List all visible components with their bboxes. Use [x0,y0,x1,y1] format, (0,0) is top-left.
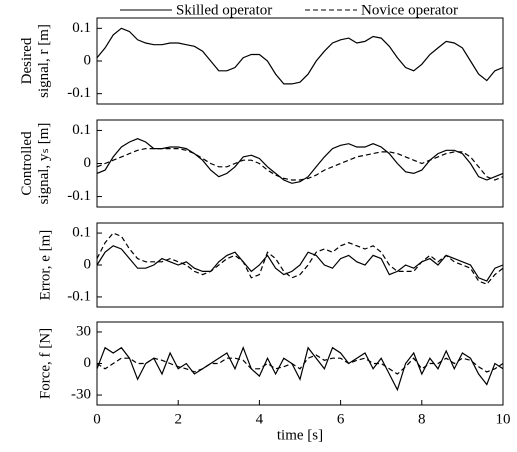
data-line [96,27,504,85]
x-tick-label: 8 [418,411,426,427]
y-tick-label: 0 [84,256,92,272]
y-tick-label: 0 [84,155,92,171]
data-line [96,138,504,184]
y-tick-label: -0.1 [67,85,91,101]
y-tick-label: 30 [76,323,91,339]
y-axis-label: signal, yₛ [m] [36,123,52,205]
y-tick-label: 0.1 [72,122,91,138]
y-tick-label: -0.1 [67,188,91,204]
data-line [96,354,504,375]
x-tick-label: 4 [256,411,264,427]
data-line [96,232,504,285]
y-tick-label: 0 [84,52,92,68]
y-axis-label: Force, f [N] [37,328,53,399]
data-line [96,148,504,181]
panel-frame [96,17,504,105]
x-axis-label: time [s] [277,427,323,443]
y-axis-label: signal, r [m] [36,24,52,98]
x-tick-label: 10 [496,411,511,427]
y-tick-label: -30 [71,386,91,402]
legend-label: Novice operator [361,2,458,18]
data-line [96,346,504,392]
legend-label: Skilled operator [176,2,272,18]
x-tick-label: 0 [93,411,101,427]
data-line [96,245,504,282]
y-axis-label: Error, e [m] [37,230,53,301]
y-tick-label: 0 [84,355,92,371]
y-tick-label: 0.1 [72,20,91,36]
x-tick-label: 2 [174,411,182,427]
y-tick-label: 0.1 [72,225,91,241]
x-tick-label: 6 [337,411,345,427]
panel-frame [96,119,504,208]
y-axis-label: Controlled [19,131,35,196]
y-axis-label: Desired [19,37,35,84]
y-tick-label: -0.1 [67,288,91,304]
panel-frame [96,321,504,406]
